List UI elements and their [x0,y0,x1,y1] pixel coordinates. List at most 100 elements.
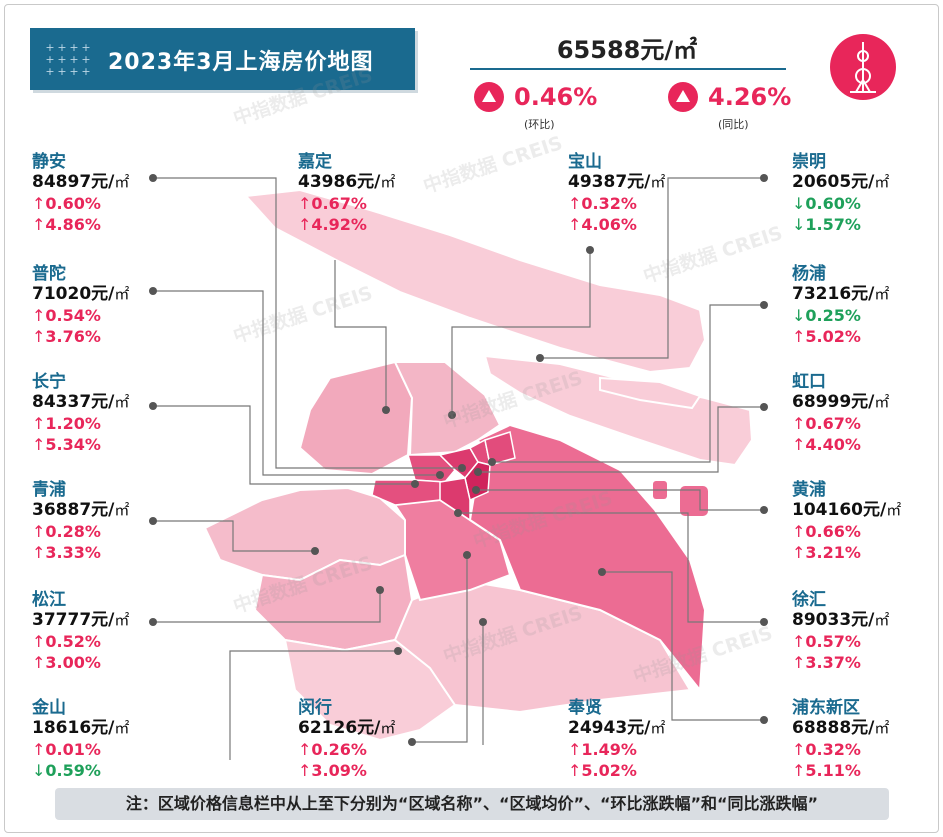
district-mom: ↑0.60% [32,194,101,213]
district-price: 84897元/㎡ [32,172,130,192]
region-fengxian [393,578,692,714]
leader-line-putuo [153,290,440,476]
marker-dot [488,458,496,466]
district-yoy: ↑3.21% [792,543,861,562]
mom-change-value: 0.46% [514,83,598,111]
leader-line-jiading [334,260,387,410]
district-minhang: 闵行 62126元/㎡ ↑0.26% ↑3.09% [298,698,458,781]
district-name: 黄浦 [792,480,826,500]
district-chongming: 崇明 20605元/㎡ ↓0.60% ↓1.57% [792,152,943,235]
district-baoshan: 宝山 49387元/㎡ ↑0.32% ↑4.06% [568,152,728,235]
district-mom: ↑0.26% [298,740,367,759]
leader-line-xuhui [458,512,764,623]
marker-dot [474,468,482,476]
leader-line-baoshan [451,250,591,415]
marker-dot [586,246,594,254]
marker-dot [149,402,157,410]
marker-dot [760,301,768,309]
district-hongkou: 虹口 68999元/㎡ ↑0.67% ↑4.40% [792,372,943,455]
district-yoy: ↑5.02% [568,761,637,780]
marker-dot [448,411,456,419]
district-mom: ↑0.54% [32,306,101,325]
district-mom: ↑0.01% [32,740,101,759]
district-price: 37777元/㎡ [32,610,130,630]
marker-dot [408,738,416,746]
district-mom: ↑0.67% [298,194,367,213]
district-price: 68888元/㎡ [792,718,890,738]
district-mom: ↑0.67% [792,414,861,433]
district-price: 73216元/㎡ [792,284,890,304]
district-name: 普陀 [32,264,66,284]
leader-line-songjiang [153,590,381,623]
district-yoy: ↑4.06% [568,215,637,234]
district-putuo: 普陀 71020元/㎡ ↑0.54% ↑3.76% [32,264,192,347]
district-yoy: ↑4.40% [792,435,861,454]
leader-line-chongming [540,177,764,359]
leader-line-jinshan [229,650,398,760]
region-hengsha-island [599,376,702,410]
region-xuhui [439,477,471,522]
district-yoy: ↑3.37% [792,653,861,672]
marker-dot [760,618,768,626]
footnote: 注：区域价格信息栏中从上至下分别为“区域名称”、“区域均价”、“环比涨跌幅”和“… [55,788,889,820]
district-jingan: 静安 84897元/㎡ ↑0.60% ↑4.86% [32,152,192,235]
header-divider [470,68,786,70]
yoy-change-value: 4.26% [708,83,792,111]
district-songjiang: 松江 37777元/㎡ ↑0.52% ↑3.00% [32,590,192,673]
up-triangle-icon [474,82,504,112]
region-pudong [468,423,707,693]
district-fengxian: 奉贤 24943元/㎡ ↑1.49% ↑5.02% [568,698,728,781]
district-mom: ↑0.28% [32,522,101,541]
district-yoy: ↑3.00% [32,653,101,672]
district-price: 18616元/㎡ [32,718,130,738]
district-yoy: ↑3.76% [32,327,101,346]
district-mom: ↑0.52% [32,632,101,651]
district-mom: ↓0.60% [792,194,861,213]
district-name: 长宁 [32,372,66,392]
yoy-change-caption: (同比) [718,118,749,131]
district-name: 奉贤 [568,698,602,718]
leader-line-hongkou [478,406,764,473]
district-price: 24943元/㎡ [568,718,666,738]
district-yoy: ↑5.11% [792,761,861,780]
district-price: 62126元/㎡ [298,718,396,738]
district-pudong: 浦东新区 68888元/㎡ ↑0.32% ↑5.11% [792,698,943,781]
district-yoy: ↑4.86% [32,215,101,234]
marker-dot [394,647,402,655]
district-price: 68999元/㎡ [792,392,890,412]
marker-dot [463,551,471,559]
district-mom: ↑0.66% [792,522,861,541]
district-name: 金山 [32,698,66,718]
district-price: 71020元/㎡ [32,284,130,304]
district-mom: ↓0.25% [792,306,861,325]
district-jiading: 嘉定 43986元/㎡ ↑0.67% ↑4.92% [298,152,458,235]
yoy-change: 4.26% (同比) [668,82,792,131]
leader-line-huangpu [476,489,764,511]
district-price: 84337元/㎡ [32,392,130,412]
marker-dot [760,506,768,514]
leader-line-changning [153,405,415,485]
district-name: 宝山 [568,152,602,172]
district-changning: 长宁 84337元/㎡ ↑1.20% ↑5.34% [32,372,192,455]
marker-dot [149,174,157,182]
oriental-pearl-tower-icon [830,34,896,100]
marker-dot [149,287,157,295]
region-small-island [680,486,708,516]
marker-dot [472,486,480,494]
marker-dot [436,471,444,479]
marker-dot [411,480,419,488]
district-mom: ↑1.20% [32,414,101,433]
district-name: 浦东新区 [792,698,860,718]
district-price: 89033元/㎡ [792,610,890,630]
district-price: 49387元/㎡ [568,172,666,192]
region-yangpu [484,431,516,466]
district-price: 20605元/㎡ [792,172,890,192]
district-yoy: ↑5.02% [792,327,861,346]
district-jinshan: 金山 18616元/㎡ ↑0.01% ↓0.59% [32,698,192,781]
district-yoy: ↑3.09% [298,761,367,780]
district-mom: ↑0.57% [792,632,861,651]
district-xuhui: 徐汇 89033元/㎡ ↑0.57% ↑3.37% [792,590,943,673]
marker-dot [311,547,319,555]
marker-dot [149,618,157,626]
